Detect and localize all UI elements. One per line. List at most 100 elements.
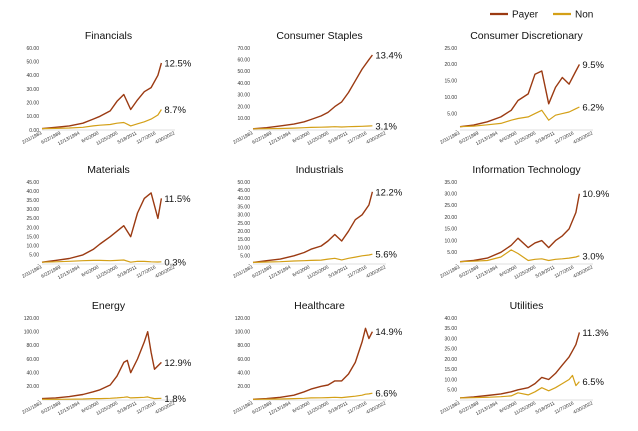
y-tick-label: 20.00 (237, 104, 250, 110)
chart-energy: Energy - 20.00 40.00 60.00 80.00 100.00 120.00 2… (21, 300, 192, 417)
y-tick-label: - (455, 398, 457, 404)
x-tick-label: 12/13/1994 (475, 400, 499, 417)
x-tick-label: 11/7/2016 (554, 400, 576, 415)
series-line-non (459, 249, 580, 263)
x-tick-label: 5/18/2011 (328, 400, 350, 415)
y-tick-label: 25.00 (444, 203, 457, 209)
chart-healthcare: Healthcare - 20.00 40.00 60.00 80.00 100.00 120… (232, 300, 403, 417)
end-label-non: 3.0% (582, 251, 604, 262)
series-line-non (42, 396, 162, 400)
x-tick-label: 11/7/2016 (347, 400, 369, 415)
x-tick-label: 4/30/2022 (154, 130, 176, 145)
series-line-non (41, 109, 162, 130)
y-tick-label: 30.00 (26, 207, 39, 213)
legend: Payer Non (490, 10, 593, 21)
end-label-payer: 14.9% (375, 327, 402, 338)
chart-title: Financials (85, 30, 132, 42)
legend-label-non: Non (575, 10, 593, 21)
chart-title: Energy (92, 300, 126, 312)
series-line-payer (252, 54, 373, 130)
y-tick-label: - (455, 128, 457, 134)
x-tick-label: 11/7/2016 (347, 264, 369, 279)
x-tick-label: 5/18/2011 (328, 130, 350, 145)
x-tick-label: 11/7/2016 (136, 130, 158, 145)
y-tick-label: 30.00 (26, 87, 39, 93)
y-tick-label: - (248, 398, 250, 404)
chart-utilities: Utilities - 5.00 10.00 15.00 20.00 25.00 30.00 3… (439, 300, 609, 417)
y-tick-label: - (248, 128, 250, 134)
y-tick-label: 35.00 (237, 204, 250, 210)
y-tick-label: 20.00 (444, 357, 457, 363)
y-tick-label: 20.00 (26, 384, 39, 390)
end-label-payer: 11.3% (582, 328, 609, 339)
y-tick-label: 60.00 (26, 46, 39, 52)
legend-label-payer: Payer (512, 10, 539, 21)
series-line-non (252, 125, 373, 130)
end-label-non: 3.1% (375, 121, 397, 132)
chart-title: Materials (87, 164, 130, 176)
x-tick-label: 11/25/2005 (513, 264, 537, 281)
y-tick-label: 20.00 (237, 229, 250, 235)
x-tick-label: 4/30/2022 (572, 264, 594, 279)
series-line-non (459, 374, 580, 399)
end-label-non: 5.6% (375, 250, 397, 261)
x-tick-label: 11/7/2016 (136, 264, 158, 279)
x-tick-label: 11/25/2005 (95, 130, 119, 147)
chart-industrials: Industrials - 5.00 10.00 15.00 20.00 25.00 30.0… (232, 164, 403, 281)
y-tick-label: 70.00 (237, 46, 250, 52)
end-label-payer: 12.5% (164, 59, 191, 70)
x-tick-label: 4/30/2022 (365, 264, 387, 279)
x-tick-label: 11/7/2016 (554, 264, 576, 279)
x-tick-label: 2/31/1983 (439, 400, 461, 415)
x-tick-label: 11/25/2005 (95, 264, 119, 281)
x-tick-label: 11/25/2005 (306, 400, 330, 417)
x-tick-label: 12/13/1994 (268, 400, 292, 417)
y-tick-label: 10.00 (444, 238, 457, 244)
x-tick-label: 4/30/2022 (572, 130, 594, 145)
y-tick-label: 50.00 (237, 69, 250, 75)
y-tick-label: 40.00 (26, 73, 39, 79)
chart-grid: Financials 0.00 10.00 20.00 30.00 40.00 50.00 6… (21, 30, 610, 417)
end-label-payer: 11.5% (164, 194, 191, 205)
chart-materials: Materials - 5.00 10.00 15.00 20.00 25.00 30.00 3… (21, 164, 191, 281)
end-label-non: 8.7% (164, 105, 186, 116)
y-tick-label: 25.00 (444, 347, 457, 353)
x-tick-label: 12/13/1994 (475, 264, 499, 281)
series-line-payer (459, 64, 581, 128)
x-tick-label: 11/25/2005 (95, 400, 119, 417)
chart-title: Consumer Staples (276, 30, 362, 42)
series-line-payer (252, 327, 374, 400)
series-line-payer (459, 332, 581, 399)
y-tick-label: 45.00 (237, 188, 250, 194)
y-tick-label: 20.00 (444, 215, 457, 221)
end-label-non: 6.5% (582, 377, 604, 388)
series-line-payer (41, 331, 162, 400)
end-label-payer: 10.9% (582, 189, 609, 200)
y-tick-label: 10.00 (237, 245, 250, 251)
x-tick-label: 11/25/2005 (306, 264, 330, 281)
chart-consumer-discretionary: Consumer Discretionary - 5.00 10.00 15.00 20.… (439, 30, 604, 147)
y-tick-label: 5.00 (29, 253, 39, 259)
y-tick-label: 60.00 (237, 357, 250, 363)
x-tick-label: 11/7/2016 (554, 130, 576, 145)
y-tick-label: - (37, 262, 39, 268)
end-label-non: 0.3% (164, 257, 186, 268)
end-label-payer: 9.5% (582, 60, 604, 71)
x-tick-label: 5/18/2011 (328, 264, 350, 279)
y-tick-label: 25.00 (444, 46, 457, 52)
y-tick-label: 35.00 (26, 198, 39, 204)
y-tick-label: 50.00 (237, 180, 250, 186)
series-line-non (459, 106, 580, 128)
x-tick-label: 2/31/1983 (21, 264, 43, 279)
y-tick-label: 40.00 (444, 316, 457, 322)
x-tick-label: 4/30/2022 (572, 400, 594, 415)
y-tick-label: 20.00 (26, 225, 39, 231)
y-tick-label: - (455, 262, 457, 268)
y-tick-label: 10.00 (444, 95, 457, 101)
x-tick-label: 2/31/1983 (232, 130, 254, 145)
y-tick-label: 120.00 (235, 316, 251, 322)
y-tick-label: 45.00 (26, 180, 39, 186)
y-tick-label: 10.00 (444, 377, 457, 383)
y-tick-label: - (248, 262, 250, 268)
y-tick-label: 80.00 (26, 343, 39, 349)
